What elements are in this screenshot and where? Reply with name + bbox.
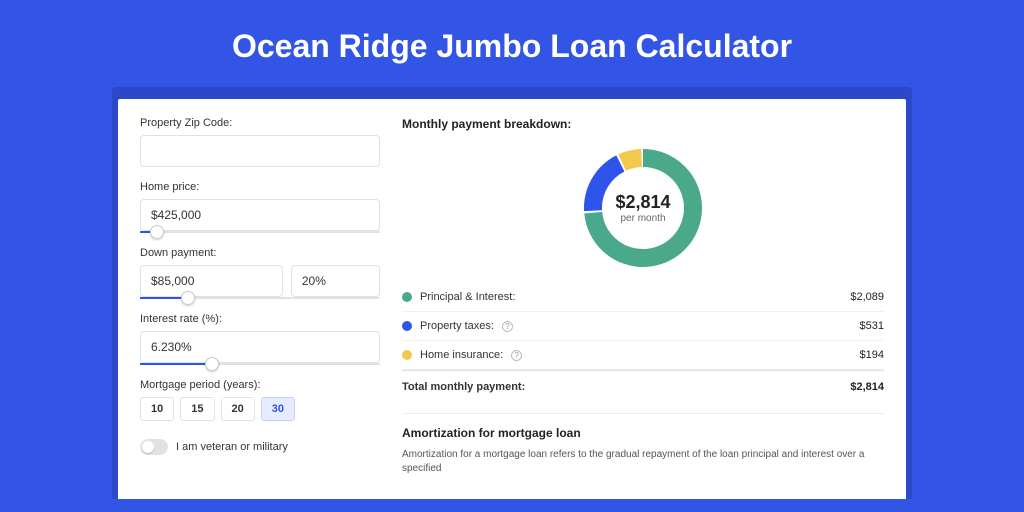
mortgage-period-label: Mortgage period (years): <box>140 379 380 391</box>
down-payment-label: Down payment: <box>140 247 380 259</box>
down-payment-amount-input[interactable] <box>140 265 283 297</box>
legend-amount: $194 <box>860 349 884 361</box>
legend-name: Property taxes: <box>420 320 494 332</box>
info-icon[interactable]: ? <box>502 321 513 332</box>
donut-sub: per month <box>620 213 665 224</box>
veteran-toggle-label: I am veteran or military <box>176 441 288 453</box>
donut-value: $2,814 <box>615 192 670 213</box>
home-price-slider[interactable] <box>140 231 380 233</box>
donut-center: $2,814 per month <box>580 145 706 271</box>
breakdown-title: Monthly payment breakdown: <box>402 117 884 131</box>
page-title: Ocean Ridge Jumbo Loan Calculator <box>0 28 1024 65</box>
down-payment-field: Down payment: <box>140 247 380 299</box>
veteran-toggle-row: I am veteran or military <box>140 439 380 455</box>
legend-name: Home insurance: <box>420 349 503 361</box>
total-row: Total monthly payment: $2,814 <box>402 370 884 401</box>
legend-row: Property taxes:? $531 <box>402 312 884 341</box>
period-button-10[interactable]: 10 <box>140 397 174 421</box>
interest-rate-slider[interactable] <box>140 363 380 365</box>
legend-row: Home insurance:? $194 <box>402 341 884 370</box>
info-icon[interactable]: ? <box>511 350 522 361</box>
slider-thumb[interactable] <box>150 225 164 239</box>
legend-amount: $2,089 <box>850 291 884 303</box>
zip-code-input[interactable] <box>140 135 380 167</box>
total-label: Total monthly payment: <box>402 381 525 393</box>
legend-amount: $531 <box>860 320 884 332</box>
period-button-20[interactable]: 20 <box>221 397 255 421</box>
legend: Principal & Interest: $2,089 Property taxe… <box>402 283 884 370</box>
down-payment-slider[interactable] <box>140 297 380 299</box>
amortization-text: Amortization for a mortgage loan refers … <box>402 448 884 476</box>
interest-rate-input[interactable] <box>140 331 380 363</box>
home-price-input[interactable] <box>140 199 380 231</box>
legend-dot <box>402 350 412 360</box>
amortization-title: Amortization for mortgage loan <box>402 426 884 440</box>
total-amount: $2,814 <box>850 381 884 393</box>
breakdown-column: Monthly payment breakdown: $2,814 per mo… <box>402 117 884 499</box>
page-header: Ocean Ridge Jumbo Loan Calculator <box>0 0 1024 87</box>
legend-name: Principal & Interest: <box>420 291 515 303</box>
legend-row: Principal & Interest: $2,089 <box>402 283 884 312</box>
period-button-15[interactable]: 15 <box>180 397 214 421</box>
slider-thumb[interactable] <box>205 357 219 371</box>
down-payment-percent-input[interactable] <box>291 265 380 297</box>
calculator-panel: Property Zip Code: Home price: Down paym… <box>118 99 906 499</box>
veteran-toggle[interactable] <box>140 439 168 455</box>
slider-thumb[interactable] <box>181 291 195 305</box>
legend-dot <box>402 292 412 302</box>
panel-shadow: Property Zip Code: Home price: Down paym… <box>112 87 912 499</box>
form-column: Property Zip Code: Home price: Down paym… <box>140 117 380 499</box>
amortization-section: Amortization for mortgage loan Amortizat… <box>402 413 884 476</box>
mortgage-period-field: Mortgage period (years): 1015 2030 <box>140 379 380 421</box>
legend-dot <box>402 321 412 331</box>
zip-code-label: Property Zip Code: <box>140 117 380 129</box>
home-price-label: Home price: <box>140 181 380 193</box>
interest-rate-field: Interest rate (%): <box>140 313 380 365</box>
interest-rate-label: Interest rate (%): <box>140 313 380 325</box>
donut-chart-container: $2,814 per month <box>402 141 884 283</box>
zip-code-field: Property Zip Code: <box>140 117 380 167</box>
donut-chart: $2,814 per month <box>580 145 706 271</box>
home-price-field: Home price: <box>140 181 380 233</box>
period-button-30[interactable]: 30 <box>261 397 295 421</box>
